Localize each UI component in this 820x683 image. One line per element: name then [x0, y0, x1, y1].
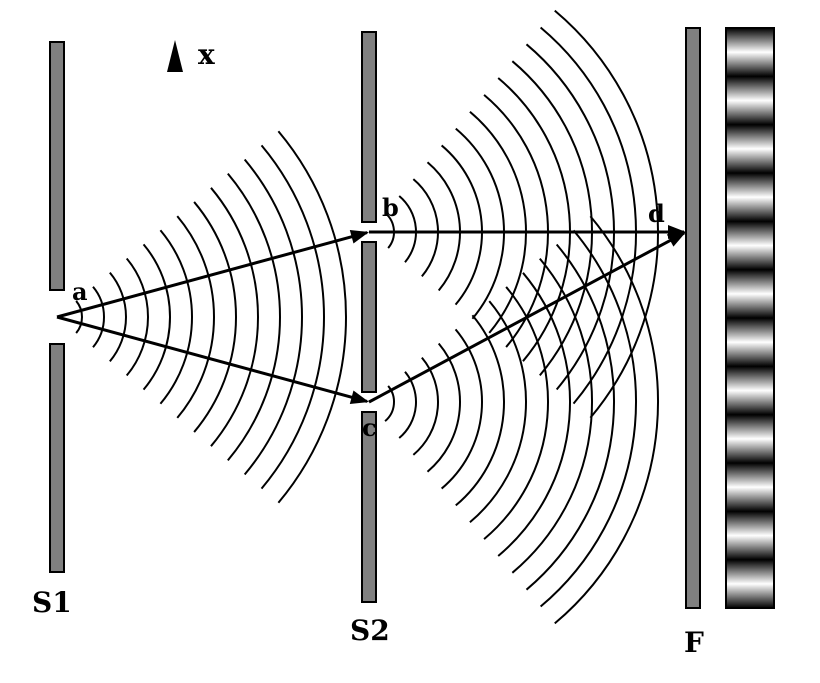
barrier-segment	[50, 42, 64, 290]
barrier-segment	[362, 32, 376, 222]
label-d: d	[648, 199, 665, 228]
label-F: F	[684, 626, 704, 659]
label-x: x	[198, 38, 215, 71]
label-a: a	[72, 277, 88, 306]
interference-pattern	[726, 28, 774, 608]
barrier-segment	[686, 28, 700, 608]
label-b: b	[382, 193, 399, 222]
double-slit-diagram: S1 S2 Fx a b c d	[0, 0, 820, 683]
barrier-s2	[362, 32, 376, 602]
barrier-segment	[362, 242, 376, 392]
label-S2: S2	[350, 614, 390, 647]
barrier-f	[686, 28, 700, 608]
label-c: c	[362, 413, 377, 442]
barrier-segment	[50, 344, 64, 572]
label-S1: S1	[32, 586, 72, 619]
